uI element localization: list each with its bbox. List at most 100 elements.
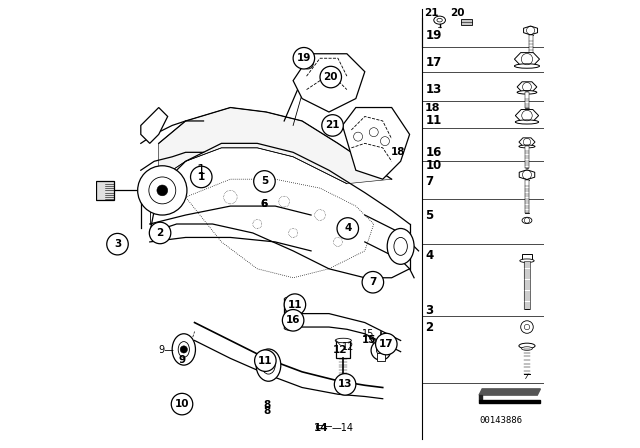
Text: 5: 5 bbox=[261, 177, 268, 186]
Circle shape bbox=[362, 271, 383, 293]
Text: 3: 3 bbox=[425, 303, 433, 317]
Circle shape bbox=[284, 294, 306, 315]
Ellipse shape bbox=[335, 338, 351, 343]
Text: —14: —14 bbox=[332, 423, 353, 433]
Text: 4: 4 bbox=[425, 249, 433, 262]
Polygon shape bbox=[461, 19, 472, 25]
Text: 12: 12 bbox=[342, 342, 354, 352]
Text: 2: 2 bbox=[156, 228, 164, 238]
Text: 9—: 9— bbox=[159, 345, 174, 355]
Text: 1: 1 bbox=[198, 172, 205, 182]
Text: 11: 11 bbox=[258, 356, 273, 366]
Text: 17: 17 bbox=[425, 56, 442, 69]
Polygon shape bbox=[524, 261, 530, 309]
Circle shape bbox=[322, 115, 343, 136]
Text: 7: 7 bbox=[425, 175, 433, 188]
Circle shape bbox=[293, 47, 315, 69]
Text: 16: 16 bbox=[425, 146, 442, 159]
Circle shape bbox=[371, 340, 391, 360]
Polygon shape bbox=[293, 54, 365, 112]
Polygon shape bbox=[479, 395, 482, 400]
Text: 17: 17 bbox=[379, 339, 394, 349]
Polygon shape bbox=[515, 109, 539, 122]
Circle shape bbox=[521, 321, 533, 333]
Text: 18: 18 bbox=[424, 103, 440, 112]
Text: 6: 6 bbox=[261, 199, 268, 209]
Circle shape bbox=[282, 310, 304, 331]
Text: 00143886: 00143886 bbox=[479, 416, 522, 425]
Text: 8: 8 bbox=[264, 406, 271, 416]
Text: 9: 9 bbox=[179, 355, 186, 365]
Text: 10: 10 bbox=[425, 159, 442, 172]
Text: 11: 11 bbox=[425, 114, 442, 128]
Bar bbox=[336, 340, 351, 358]
Circle shape bbox=[191, 166, 212, 188]
Text: 3: 3 bbox=[114, 239, 121, 249]
Polygon shape bbox=[525, 146, 529, 168]
Text: 19: 19 bbox=[297, 53, 311, 63]
Text: 2: 2 bbox=[425, 320, 433, 334]
Ellipse shape bbox=[520, 259, 534, 263]
Text: 21: 21 bbox=[424, 9, 439, 18]
Text: 11: 11 bbox=[287, 300, 302, 310]
Circle shape bbox=[180, 346, 188, 353]
Polygon shape bbox=[529, 35, 532, 58]
Text: 18: 18 bbox=[391, 147, 406, 157]
Text: 6: 6 bbox=[261, 199, 268, 209]
Circle shape bbox=[337, 218, 358, 239]
Text: 19: 19 bbox=[425, 29, 442, 43]
Polygon shape bbox=[524, 26, 538, 35]
Text: 15: 15 bbox=[362, 336, 376, 345]
Ellipse shape bbox=[515, 64, 540, 68]
Polygon shape bbox=[525, 92, 529, 108]
Ellipse shape bbox=[284, 326, 298, 331]
Ellipse shape bbox=[519, 145, 535, 148]
Polygon shape bbox=[141, 108, 168, 143]
Ellipse shape bbox=[522, 217, 532, 224]
Text: 5: 5 bbox=[425, 208, 433, 222]
Text: 21: 21 bbox=[325, 121, 340, 130]
Ellipse shape bbox=[515, 120, 539, 124]
Circle shape bbox=[149, 222, 171, 244]
Text: 15: 15 bbox=[362, 329, 374, 339]
Circle shape bbox=[253, 171, 275, 192]
Circle shape bbox=[138, 166, 187, 215]
Circle shape bbox=[255, 350, 276, 371]
Circle shape bbox=[172, 393, 193, 415]
Polygon shape bbox=[517, 82, 537, 92]
Ellipse shape bbox=[172, 334, 195, 365]
Polygon shape bbox=[525, 180, 529, 213]
Text: 13: 13 bbox=[338, 379, 353, 389]
Circle shape bbox=[320, 66, 342, 88]
Text: 10: 10 bbox=[175, 399, 189, 409]
Bar bbox=[96, 181, 114, 200]
Circle shape bbox=[334, 374, 356, 395]
Polygon shape bbox=[159, 108, 392, 184]
Circle shape bbox=[376, 333, 397, 355]
Text: 1: 1 bbox=[197, 163, 205, 177]
Ellipse shape bbox=[387, 228, 414, 264]
Polygon shape bbox=[515, 52, 540, 66]
Ellipse shape bbox=[256, 349, 281, 381]
Circle shape bbox=[157, 185, 168, 196]
Text: 13: 13 bbox=[425, 83, 442, 96]
Text: 8: 8 bbox=[264, 401, 271, 410]
Circle shape bbox=[107, 233, 128, 255]
Polygon shape bbox=[316, 425, 324, 428]
Ellipse shape bbox=[284, 297, 298, 302]
Polygon shape bbox=[479, 400, 540, 403]
Text: 16: 16 bbox=[286, 315, 300, 325]
Bar bbox=[284, 299, 298, 328]
Polygon shape bbox=[342, 108, 410, 179]
Text: 7: 7 bbox=[369, 277, 376, 287]
Bar bbox=[522, 254, 532, 261]
Ellipse shape bbox=[517, 90, 537, 94]
Ellipse shape bbox=[434, 16, 445, 24]
Circle shape bbox=[264, 361, 273, 370]
Ellipse shape bbox=[522, 347, 532, 350]
Text: 20: 20 bbox=[323, 72, 338, 82]
Text: 12: 12 bbox=[332, 345, 347, 355]
Text: 4: 4 bbox=[344, 224, 351, 233]
Polygon shape bbox=[519, 170, 535, 180]
Polygon shape bbox=[479, 389, 540, 395]
